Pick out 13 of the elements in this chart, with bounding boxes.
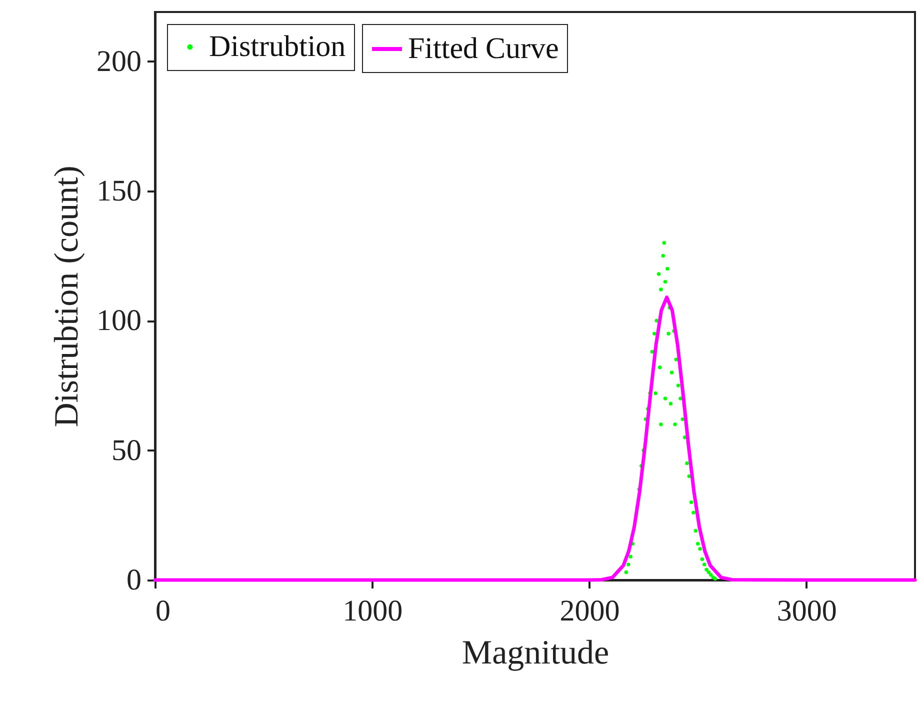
x-tick-label: 0 (156, 594, 170, 628)
legend-label: Distrubtion (209, 30, 346, 63)
x-tick-label: 2000 (560, 594, 620, 628)
y-tick-label: 200 (96, 44, 142, 78)
y-tick-label: 150 (96, 174, 142, 208)
x-tick-label: 1000 (342, 594, 403, 628)
x-tick-label: 3000 (776, 594, 837, 628)
legend-label: Fitted Curve (408, 32, 559, 65)
y-tick-label: 0 (126, 564, 142, 596)
y-tick-label: 50 (112, 434, 142, 467)
x-axis-title: Magnitude (462, 634, 610, 672)
y-axis-title: Distrubtion (count) (48, 166, 86, 428)
y-tick-label: 100 (96, 304, 142, 338)
